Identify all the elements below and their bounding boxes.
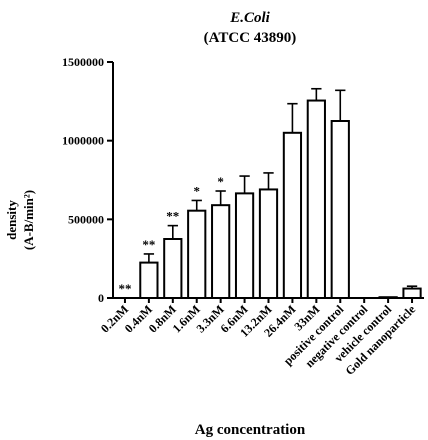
- x-axis-label: Ag concentration: [195, 422, 306, 438]
- significance-marker: *: [217, 174, 224, 189]
- y-tick-label: 1500000: [62, 55, 104, 69]
- chart-title: E.Coli: [229, 10, 270, 26]
- significance-marker: *: [193, 183, 200, 198]
- bar: [139, 261, 159, 300]
- significance-marker: **: [142, 237, 155, 252]
- bar: [234, 192, 255, 299]
- bar: [211, 204, 231, 300]
- y-axis-title: density (A-B/min²): [4, 190, 36, 250]
- y-tick-label: 500000: [68, 212, 104, 226]
- y-tick-label: 0: [98, 291, 104, 305]
- bar: [378, 296, 398, 300]
- significance-marker: **: [166, 209, 179, 224]
- plot-area: 0500000100000015000000.2nM**0.4nM**0.8nM…: [62, 55, 424, 378]
- chart-subtitle: (ATCC 43890): [204, 30, 297, 46]
- y-axis-label: density: [4, 200, 19, 240]
- bar: [282, 131, 303, 299]
- bar: [258, 188, 279, 299]
- bar: [163, 238, 183, 299]
- significance-marker: **: [118, 281, 131, 296]
- bar: [306, 99, 326, 300]
- bar: [402, 287, 422, 299]
- y-tick-label: 1000000: [62, 134, 104, 148]
- y-axis-unit: (A-B/min²): [21, 190, 36, 250]
- bar: [187, 209, 207, 299]
- bar: [330, 120, 350, 299]
